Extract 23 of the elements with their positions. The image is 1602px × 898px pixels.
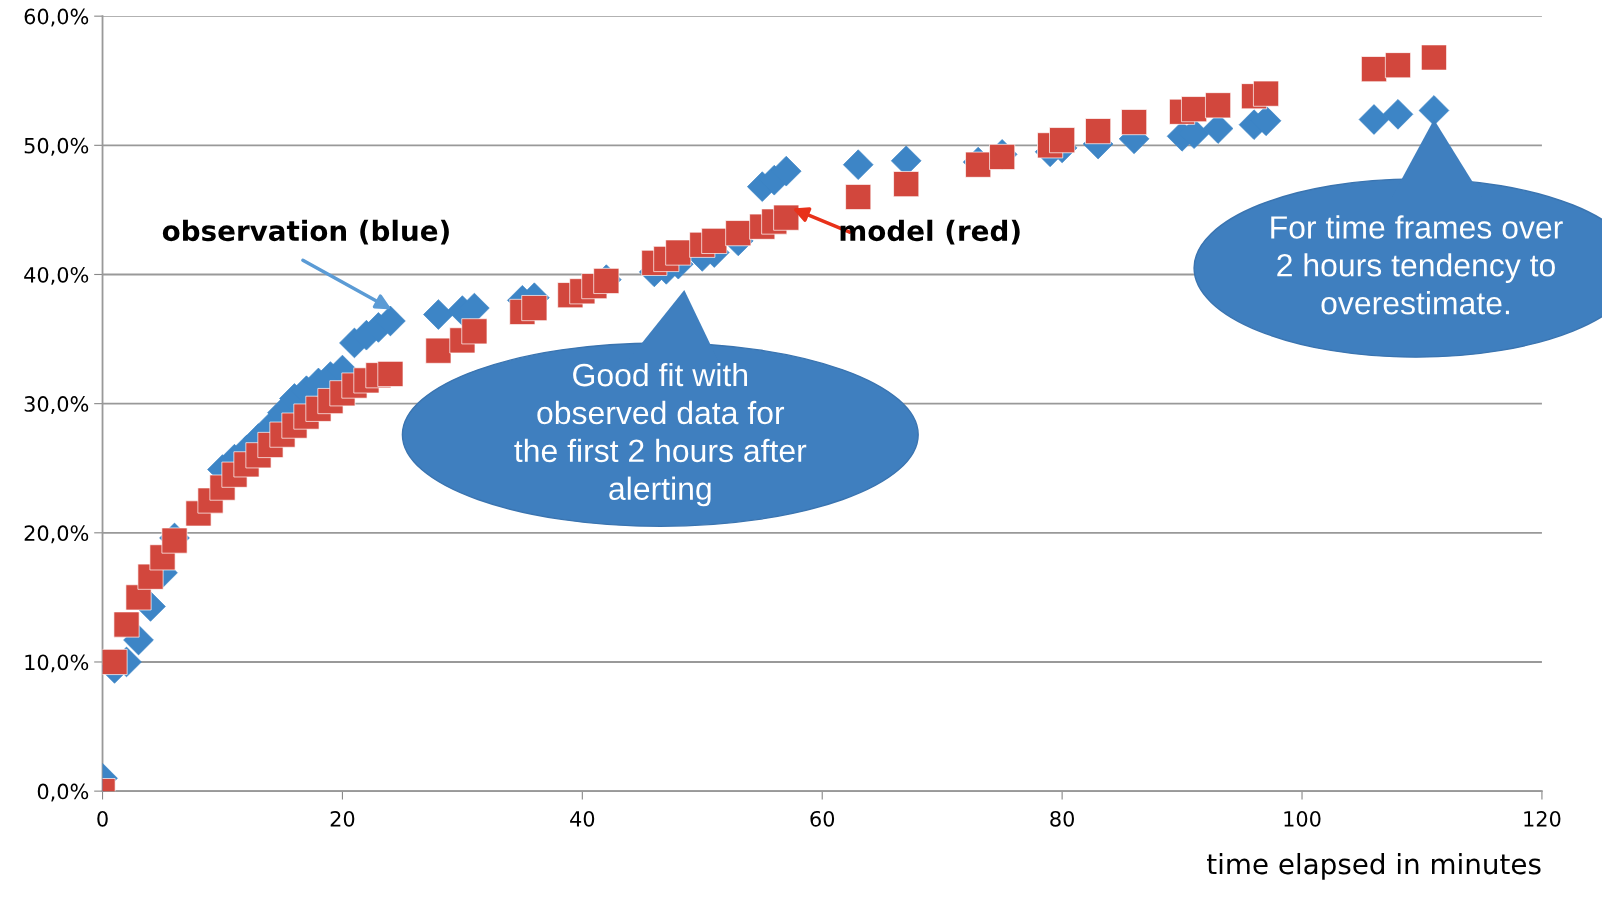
x-axis-title: time elapsed in minutes — [1207, 852, 1541, 880]
x-tick-label: 120 — [1524, 810, 1561, 827]
x-tick-label: 40 — [570, 810, 595, 827]
x-tick-label: 100 — [1284, 810, 1321, 827]
x-tick-label: 0 — [97, 810, 108, 827]
annotation: observation (blue) — [162, 219, 449, 245]
y-tick-label: 60,0% — [24, 8, 89, 27]
y-tick-label: 10,0% — [25, 654, 89, 673]
annotation: Good fit with observed data for the first 2 hours after alerting — [514, 362, 807, 507]
y-tick-label: 40,0% — [24, 266, 89, 285]
x-tick-label: 20 — [330, 810, 355, 827]
x-tick-label: 60 — [810, 810, 835, 827]
x-tick-label: 80 — [1050, 810, 1074, 827]
y-tick-label: 0,0% — [37, 783, 89, 802]
point — [1382, 99, 1414, 130]
point — [842, 149, 874, 180]
y-tick-label: 50,0% — [24, 137, 89, 156]
point — [1358, 104, 1390, 135]
annotation: For time frames over 2 hours tendency to overestimate. — [1271, 215, 1563, 315]
y-tick-label: 20,0% — [24, 525, 89, 544]
y-tick-label: 30,0% — [24, 396, 89, 414]
annotation: model (red) — [840, 219, 1020, 245]
point — [1121, 109, 1148, 136]
